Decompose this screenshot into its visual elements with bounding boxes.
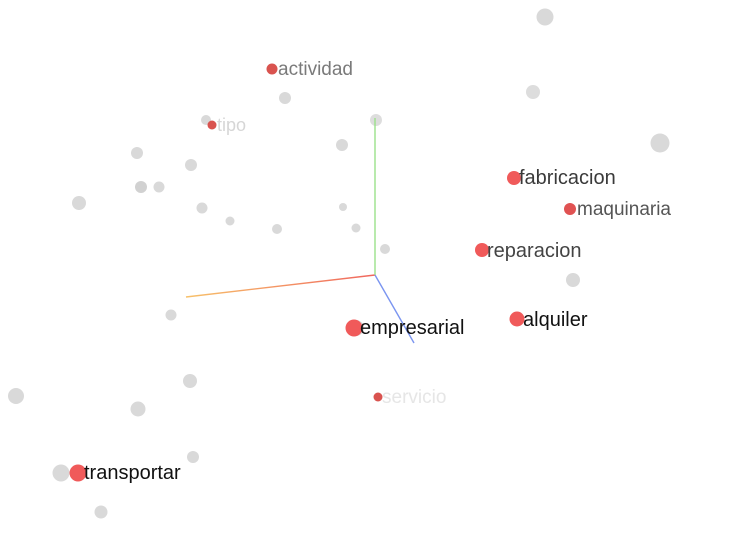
neighbor-point[interactable] (94, 505, 108, 519)
point-tipo[interactable] (207, 120, 217, 130)
neighbor-point[interactable] (8, 388, 24, 404)
neighbor-point[interactable] (52, 464, 70, 482)
neighbor-point[interactable] (339, 203, 347, 211)
neighbor-point[interactable] (165, 309, 177, 321)
neighbor-point[interactable] (225, 216, 235, 226)
neighbor-point[interactable] (370, 114, 382, 126)
neighbor-point[interactable] (526, 85, 540, 99)
neighbor-points (8, 8, 670, 519)
neighbor-point[interactable] (183, 374, 197, 388)
point-empresarial[interactable] (345, 319, 363, 337)
neighbor-point[interactable] (130, 401, 146, 417)
neighbor-point[interactable] (185, 159, 197, 171)
neighbor-point[interactable] (153, 181, 165, 193)
point-fabricacion[interactable] (507, 171, 521, 185)
neighbor-point[interactable] (380, 244, 390, 254)
point-reparacion[interactable] (475, 243, 489, 257)
neighbor-point[interactable] (187, 451, 199, 463)
point-alquiler[interactable] (509, 311, 525, 327)
z-axis (374, 274, 415, 344)
neighbor-point[interactable] (536, 8, 554, 26)
neighbor-point[interactable] (336, 139, 348, 151)
neighbor-point[interactable] (135, 181, 147, 193)
neighbor-point[interactable] (351, 223, 361, 233)
point-transportar[interactable] (69, 464, 87, 482)
neighbor-point[interactable] (566, 273, 580, 287)
neighbor-point[interactable] (72, 196, 86, 210)
point-maquinaria[interactable] (564, 203, 576, 215)
point-servicio[interactable] (373, 392, 383, 402)
neighbor-point[interactable] (279, 92, 291, 104)
neighbor-point[interactable] (131, 147, 143, 159)
highlighted-points[interactable] (69, 63, 577, 482)
neighbor-point[interactable] (196, 202, 208, 214)
x-axis (185, 274, 376, 298)
point-actividad[interactable] (266, 63, 278, 75)
axes-gizmo (185, 118, 415, 344)
neighbor-point[interactable] (650, 133, 670, 153)
neighbor-point[interactable] (272, 224, 282, 234)
